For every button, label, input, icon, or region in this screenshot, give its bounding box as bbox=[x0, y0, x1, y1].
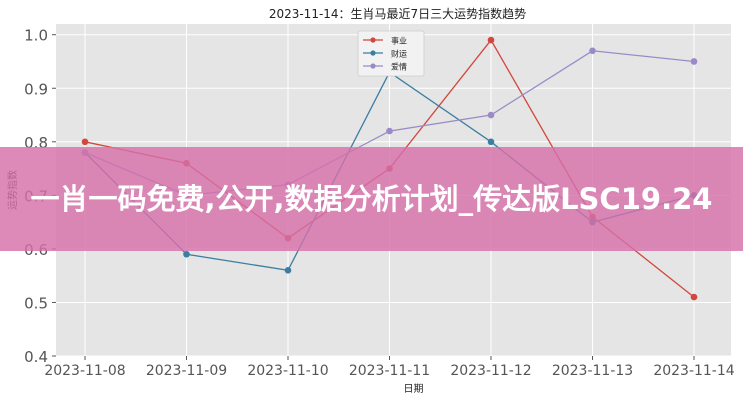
legend-label: 财运 bbox=[391, 49, 407, 59]
x-tick-label: 2023-11-09 bbox=[146, 363, 227, 379]
chart-title: 2023-11-14：生肖马最近7日三大运势指数趋势 bbox=[269, 6, 526, 21]
legend-marker bbox=[370, 50, 376, 56]
data-point bbox=[487, 36, 495, 44]
data-point bbox=[589, 47, 596, 55]
legend-label: 爱情 bbox=[391, 62, 407, 72]
legend-marker bbox=[370, 63, 376, 69]
data-point bbox=[487, 111, 495, 119]
data-point bbox=[487, 138, 495, 146]
x-tick-label: 2023-11-11 bbox=[349, 363, 430, 379]
legend-label: 事业 bbox=[391, 36, 407, 46]
x-tick-label: 2023-11-08 bbox=[44, 363, 125, 379]
x-tick-label: 2023-11-12 bbox=[450, 363, 531, 379]
x-tick-label: 2023-11-13 bbox=[552, 363, 633, 379]
legend-marker bbox=[370, 37, 376, 43]
data-point bbox=[386, 127, 393, 135]
x-tick-label: 2023-11-10 bbox=[247, 363, 328, 379]
data-point bbox=[690, 58, 698, 65]
banner-text: 一肖一码免费,公开,数据分析计划_传达版LSC19.24 bbox=[30, 182, 713, 216]
y-tick-label: 0.9 bbox=[24, 80, 48, 98]
x-axis-label: 日期 bbox=[404, 383, 424, 395]
data-point bbox=[284, 267, 292, 274]
data-point bbox=[183, 250, 190, 258]
y-tick-label: 0.4 bbox=[24, 348, 48, 366]
y-tick-label: 1.0 bbox=[24, 27, 48, 45]
data-point bbox=[81, 138, 89, 146]
overlay-banner: 一肖一码免费,公开,数据分析计划_传达版LSC19.24 bbox=[0, 147, 743, 251]
y-tick-label: 0.5 bbox=[24, 294, 48, 312]
data-point bbox=[690, 293, 698, 301]
x-tick-label: 2023-11-14 bbox=[653, 363, 734, 379]
